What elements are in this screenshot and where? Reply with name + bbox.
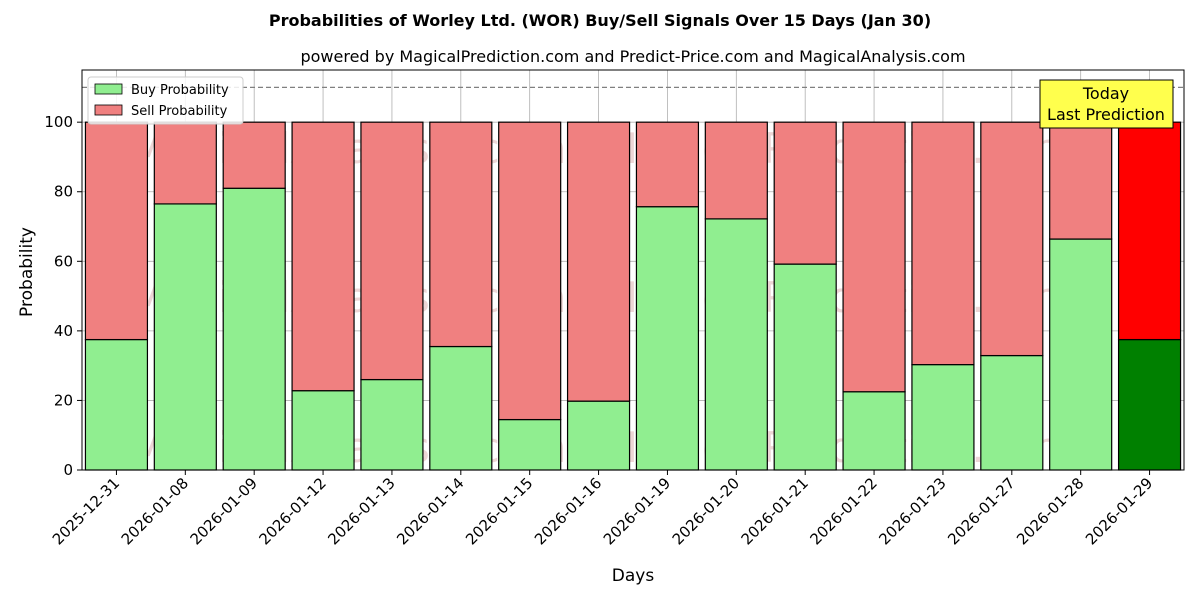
legend-label: Sell Probability: [131, 104, 228, 119]
annotation-box: [1039, 79, 1174, 129]
x-tick-label: 2026-01-23: [875, 474, 949, 548]
buy-bar: [980, 354, 1044, 471]
y-axis: 0 20 40 60 80 100: [44, 113, 82, 479]
sell-bar: [1049, 121, 1113, 240]
sell-bar: [704, 121, 768, 220]
buy-bar: [1049, 238, 1113, 471]
sell-bar: [842, 121, 906, 393]
sell-bar: [84, 121, 149, 341]
sell-bar: [773, 121, 837, 265]
buy-bar: [84, 338, 149, 471]
legend-swatch: [94, 83, 123, 95]
x-tick-label: 2026-01-08: [118, 474, 192, 548]
chart-subtitle: powered by MagicalPrediction.com and Pre…: [300, 47, 965, 66]
x-axis: 2025-12-312026-01-082026-01-092026-01-12…: [49, 470, 1156, 548]
sell-bar: [498, 121, 562, 421]
buy-bar: [1117, 338, 1182, 471]
x-tick-label: 2026-01-20: [669, 474, 743, 548]
y-tick-label: 40: [54, 322, 73, 340]
buy-bar: [635, 206, 700, 471]
buy-bar: [773, 263, 837, 471]
y-tick-label: 0: [63, 461, 73, 479]
buy-bar: [360, 378, 424, 471]
sell-bar: [566, 121, 631, 402]
annotation-line1: Today: [1082, 84, 1129, 103]
today-annotation: Today Last Prediction: [1039, 79, 1174, 129]
buy-bar: [566, 400, 631, 471]
annotation-line2: Last Prediction: [1047, 105, 1165, 124]
buy-bar: [498, 418, 562, 471]
y-tick-label: 60: [54, 252, 73, 270]
sell-bar: [1117, 121, 1182, 341]
bars: [84, 121, 1182, 471]
buy-bar: [291, 390, 355, 471]
legend-swatch: [94, 104, 123, 116]
y-tick-label: 20: [54, 391, 73, 409]
x-tick-label: 2026-01-14: [393, 474, 467, 548]
x-tick-label: 2026-01-13: [324, 474, 398, 548]
x-axis-label: Days: [612, 566, 655, 586]
x-tick-label: 2026-01-21: [738, 474, 812, 548]
y-axis-label: Probability: [17, 227, 37, 317]
sell-bar: [980, 121, 1044, 357]
chart-title: Probabilities of Worley Ltd. (WOR) Buy/S…: [269, 11, 931, 30]
buy-bar: [704, 218, 768, 471]
x-tick-label: 2025-12-31: [49, 474, 123, 548]
x-tick-label: 2026-01-16: [531, 474, 605, 548]
sell-bar: [429, 121, 493, 348]
x-tick-label: 2026-01-15: [462, 474, 536, 548]
y-tick-label: 80: [54, 183, 73, 201]
plot-frame: [81, 69, 1185, 471]
buy-bar: [222, 187, 286, 471]
x-tick-label: 2026-01-27: [944, 474, 1018, 548]
sell-bar: [635, 121, 700, 208]
sell-bar: [153, 121, 217, 205]
buy-bar: [842, 391, 906, 471]
x-tick-label: 2026-01-19: [600, 474, 674, 548]
x-tick-label: 2026-01-09: [187, 474, 261, 548]
x-tick-label: 2026-01-28: [1013, 474, 1087, 548]
buy-bar: [429, 345, 493, 471]
legend: Buy Probability Sell Probability: [87, 76, 244, 125]
x-tick-label: 2026-01-12: [256, 474, 330, 548]
sell-bar: [360, 121, 424, 381]
legend-box: [87, 76, 244, 125]
sell-bar: [222, 121, 286, 189]
sell-bar: [911, 121, 975, 366]
y-tick-label: 100: [44, 113, 73, 131]
legend-label: Buy Probability: [131, 83, 229, 98]
x-tick-label: 2026-01-29: [1082, 474, 1156, 548]
sell-bar: [291, 121, 355, 392]
buy-bar: [911, 364, 975, 471]
buy-bar: [153, 203, 217, 471]
x-tick-label: 2026-01-22: [807, 474, 881, 548]
